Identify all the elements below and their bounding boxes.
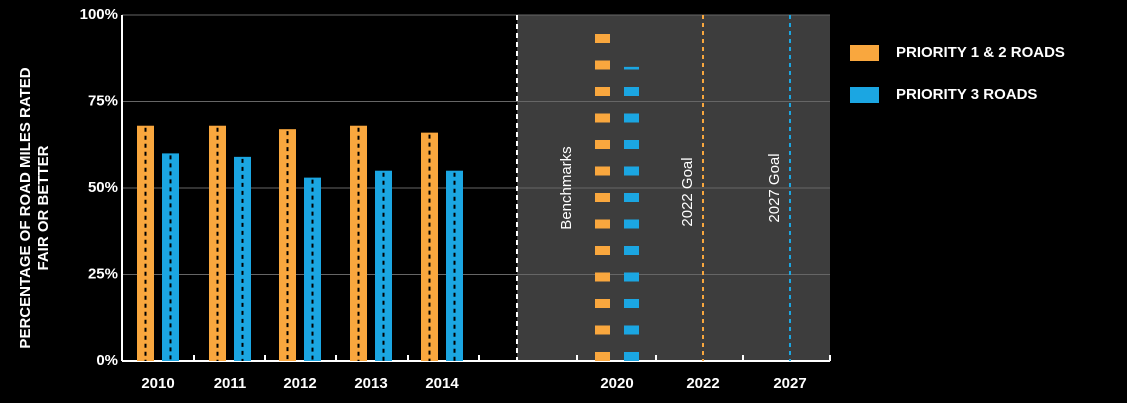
legend-swatch: [850, 87, 879, 103]
legend-label: PRIORITY 3 ROADS: [896, 86, 1037, 103]
y-axis-label: PERCENTAGE OF ROAD MILES RATED: [17, 67, 34, 348]
x-tick-label: 2011: [214, 375, 247, 392]
bar: [446, 170, 463, 361]
y-tick-label: 25%: [88, 265, 118, 282]
bar: [375, 170, 392, 361]
bar: [162, 153, 179, 361]
y-axis-label: FAIR OR BETTER: [35, 145, 52, 270]
y-tick-label: 50%: [88, 179, 118, 196]
x-tick-label: 2014: [425, 375, 459, 392]
y-tick-label: 75%: [88, 92, 118, 109]
x-tick-label: 2022: [686, 375, 719, 392]
x-tick-label: 2012: [283, 375, 316, 392]
x-tick-label: 2020: [600, 375, 633, 392]
annotation: Benchmarks: [558, 146, 575, 229]
legend-label: PRIORITY 1 & 2 ROADS: [896, 44, 1065, 61]
y-tick-label: 0%: [96, 352, 118, 369]
x-tick-label: 2013: [354, 375, 387, 392]
x-tick-label: 2010: [141, 375, 174, 392]
y-tick-label: 100%: [80, 6, 118, 23]
legend-swatch: [850, 45, 879, 61]
annotation: 2022 Goal: [679, 157, 696, 226]
annotation: 2027 Goal: [766, 153, 783, 222]
bar: [234, 156, 251, 361]
x-tick-label: 2027: [773, 375, 806, 392]
